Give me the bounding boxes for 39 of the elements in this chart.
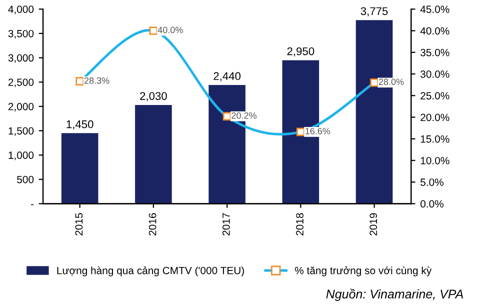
data-label: 20.2% bbox=[232, 112, 256, 119]
text: Nguồn: Vinamarine, VPA bbox=[326, 288, 463, 301]
y-tick-label: 500 bbox=[17, 176, 34, 184]
x-tick-label: 2015 bbox=[75, 213, 83, 236]
data-label: 2,030 bbox=[140, 92, 167, 102]
x-tick-label: 2019 bbox=[370, 213, 378, 236]
y-tick-label: 3,500 bbox=[8, 30, 34, 39]
y2-tick-label: 25.0% bbox=[420, 92, 450, 100]
legend-label: Lượng hàng qua cảng CMTV ('000 TEU) bbox=[57, 266, 244, 276]
legend-label: % tăng trưởng so với cùng kỳ bbox=[294, 266, 432, 276]
bar bbox=[61, 133, 98, 204]
y-tick-label: 4,000 bbox=[8, 6, 34, 14]
bar bbox=[135, 104, 172, 204]
data-label: 2,440 bbox=[214, 72, 241, 82]
data-label: 40.0% bbox=[158, 26, 183, 34]
x-tick-label: 2017 bbox=[222, 213, 230, 236]
y-tick-label: - bbox=[30, 204, 34, 206]
data-label: 3,775 bbox=[360, 7, 388, 16]
x-tick-label: 2016 bbox=[148, 213, 156, 236]
data-label: 16.6% bbox=[306, 128, 330, 134]
y-tick-label: 2,000 bbox=[8, 102, 34, 112]
y-tick-label: 2,500 bbox=[8, 78, 34, 88]
y2-tick-label: 30.0% bbox=[420, 70, 450, 78]
y2-tick-label: 15.0% bbox=[420, 135, 450, 143]
data-label: 2,950 bbox=[287, 47, 314, 57]
x-tick-label: 2018 bbox=[296, 213, 304, 236]
y2-tick-label: 10.0% bbox=[420, 156, 450, 164]
y2-tick-label: 40.0% bbox=[420, 27, 450, 35]
data-label: 1,450 bbox=[66, 120, 94, 130]
data-label: 28.0% bbox=[378, 78, 404, 86]
y2-tick-label: 20.0% bbox=[420, 114, 450, 122]
y2-tick-label: 5.0% bbox=[420, 178, 444, 186]
y2-tick-label: 0.0% bbox=[420, 200, 444, 208]
y2-tick-label: 35.0% bbox=[420, 48, 450, 56]
data-label: 28.3% bbox=[84, 77, 110, 84]
y-tick-label: 1,500 bbox=[8, 127, 34, 136]
y2-tick-label: 45.0% bbox=[420, 6, 450, 13]
y-tick-label: 3,000 bbox=[8, 54, 34, 63]
y-tick-label: 1,000 bbox=[8, 152, 34, 160]
